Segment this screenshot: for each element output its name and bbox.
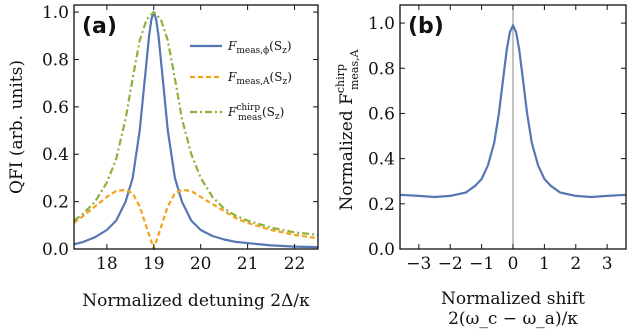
x-tick-label: 19 xyxy=(143,254,165,274)
panel-a-frame xyxy=(73,4,319,250)
y-tick-label: 1.0 xyxy=(368,14,395,34)
legend-entry-2-argsub: z xyxy=(282,77,287,87)
legend-entry-3-close: ) xyxy=(280,105,285,119)
panel-b-ticks: −3 −2 −1 0 1 2 3 0.0 0.2 0.4 0.6 0.8 1.0 xyxy=(368,5,626,274)
panel-a-ylabel: QFI (arb. units) xyxy=(7,60,27,194)
y-tick-label: 0.4 xyxy=(368,150,395,170)
panel-b-ylabel-sub: meas,A xyxy=(348,48,361,90)
legend-entry-2-main: F xyxy=(227,70,237,84)
series-line-a-3 xyxy=(73,11,319,236)
x-tick-label: 0 xyxy=(508,254,519,274)
legend-entry-2: Fmeas,A(Sz) xyxy=(227,70,292,87)
panel-b-xlabel: Normalized shift xyxy=(441,289,585,309)
series-line-b-1 xyxy=(399,24,627,199)
legend-entry-1-sub: meas,ϕ xyxy=(236,46,269,56)
y-tick-label: 0.4 xyxy=(42,145,69,165)
y-tick-label: 0.6 xyxy=(42,98,69,118)
legend-entry-2-arg: (S xyxy=(270,70,283,84)
legend-entry-2-close: ) xyxy=(287,70,292,84)
y-tick-label: 0.2 xyxy=(368,195,395,215)
series-line-a-1 xyxy=(73,11,319,249)
panel-a-label: (a) xyxy=(82,14,117,39)
legend-entry-2-sub: meas,A xyxy=(236,77,270,87)
y-tick-label: 0.6 xyxy=(368,104,395,124)
x-tick-label: 22 xyxy=(284,254,306,274)
y-tick-label: 1.0 xyxy=(42,3,69,23)
legend-entry-1-close: ) xyxy=(287,39,292,53)
panel-b-ylabel-main: Normalized F xyxy=(337,93,357,211)
x-tick-label: −1 xyxy=(469,254,494,274)
x-tick-label: −3 xyxy=(406,254,431,274)
panel-b-xlabel-line2: 2(ω_c − ω_a)/κ xyxy=(448,309,578,329)
series-line-a-2 xyxy=(73,188,319,251)
panel-b-series xyxy=(399,5,627,249)
panel-b-ylabel-sup: chirp xyxy=(334,64,347,93)
y-tick-label: 0.0 xyxy=(368,240,395,260)
legend-entry-3-sub: meas xyxy=(238,113,262,123)
legend-entry-1: Fmeas,ϕ(Sz) xyxy=(227,39,292,56)
legend-entry-1-arg: (S xyxy=(269,39,282,53)
panel-a: 18 19 20 21 22 0.0 0.2 0.4 0.6 0.8 1.0 (a) Normali… xyxy=(7,3,319,311)
x-tick-label: 20 xyxy=(190,254,212,274)
y-tick-label: 0.2 xyxy=(42,193,69,213)
x-tick-label: 2 xyxy=(570,254,581,274)
x-tick-label: 18 xyxy=(96,254,118,274)
legend-entry-3: Fchirp meas(Sz) xyxy=(227,103,284,123)
panel-a-series xyxy=(73,11,319,251)
legend: Fmeas,ϕ(Sz) Fmeas,A(Sz) Fchirp meas(Sz) xyxy=(190,39,292,123)
x-tick-label: −2 xyxy=(438,254,463,274)
x-tick-label: 1 xyxy=(539,254,550,274)
panel-b-ylabel: Normalized Fchirpmeas,A xyxy=(334,48,361,210)
panel-a-ticks: 18 19 20 21 22 0.0 0.2 0.4 0.6 0.8 1.0 xyxy=(42,3,318,274)
legend-entry-3-sup: chirp xyxy=(236,103,260,113)
y-tick-label: 0.8 xyxy=(368,59,395,79)
legend-entry-3-main: F xyxy=(227,105,237,119)
legend-entry-1-main: F xyxy=(227,39,237,53)
panel-a-xlabel: Normalized detuning 2Δ/κ xyxy=(82,291,310,311)
legend-entry-3-argsub: z xyxy=(275,112,280,122)
panel-b-label: (b) xyxy=(408,14,444,39)
x-tick-label: 21 xyxy=(237,254,259,274)
x-tick-label: 3 xyxy=(602,254,613,274)
panel-b: −3 −2 −1 0 1 2 3 0.0 0.2 0.4 0.6 0.8 1.0 (b) Normali… xyxy=(334,4,627,329)
legend-entry-3-arg: (S xyxy=(262,105,275,119)
y-tick-label: 0.8 xyxy=(42,50,69,70)
legend-entry-1-argsub: z xyxy=(282,46,287,56)
y-tick-label: 0.0 xyxy=(42,240,69,260)
